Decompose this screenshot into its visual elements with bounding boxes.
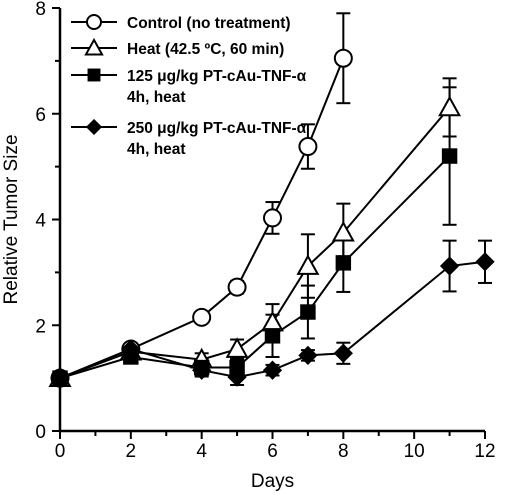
y-tick-label: 8 xyxy=(35,0,46,20)
legend-marker xyxy=(87,68,101,82)
y-tick-label: 4 xyxy=(35,211,46,232)
data-point-1 xyxy=(333,48,353,68)
data-point-3 xyxy=(300,304,316,320)
legend-label: 250 μg/kg PT-cAu-TNF-α xyxy=(127,120,307,137)
legend-marker xyxy=(84,37,104,56)
data-point-2 xyxy=(438,95,462,117)
series-line-3 xyxy=(59,155,451,380)
data-point-4 xyxy=(475,252,495,272)
legend-label: 4h, heat xyxy=(127,141,186,158)
x-tick-label: 6 xyxy=(267,441,278,462)
series-line-1 xyxy=(59,57,345,380)
data-point-4 xyxy=(227,367,247,387)
data-point-2 xyxy=(296,254,320,275)
data-point-3 xyxy=(264,328,281,344)
y-tick-label: 0 xyxy=(35,422,46,443)
y-tick-label: 6 xyxy=(35,105,46,126)
data-point-3 xyxy=(441,148,458,164)
data-point-4 xyxy=(333,343,353,363)
data-point-3 xyxy=(335,255,352,271)
legend-marker xyxy=(85,118,103,136)
data-point-1 xyxy=(227,277,247,297)
legend-label: Heat (42.5 ºC, 60 min) xyxy=(127,41,284,58)
x-axis-label: Days xyxy=(251,471,294,492)
x-tick-label: 10 xyxy=(404,441,425,462)
series-line-2 xyxy=(59,106,451,380)
legend-label: Control (no treatment) xyxy=(127,15,291,32)
x-tick-label: 12 xyxy=(474,441,495,462)
legend-marker xyxy=(86,14,102,30)
plot-area: 0 2 4 6 8 10 12 0 2 4 6 8 xyxy=(35,0,495,462)
data-point-2 xyxy=(225,337,249,358)
x-tick-label: 8 xyxy=(338,441,349,462)
data-point-4 xyxy=(298,345,318,366)
legend-label: 4h, heat xyxy=(127,89,186,106)
x-tick-label: 4 xyxy=(196,441,207,462)
data-point-4 xyxy=(439,256,460,276)
data-point-4 xyxy=(262,360,283,380)
data-point-1 xyxy=(263,208,282,228)
legend: Control (no treatment) Heat (42.5 ºC, 60 … xyxy=(71,14,307,158)
data-point-1 xyxy=(192,307,212,327)
y-tick-label: 2 xyxy=(35,316,46,337)
legend-label: 125 μg/kg PT-cAu-TNF-α xyxy=(127,68,307,85)
data-point-4 xyxy=(50,368,70,388)
data-point-1 xyxy=(298,137,318,157)
data-point-2 xyxy=(331,220,355,242)
x-tick-label: 2 xyxy=(126,441,137,462)
data-point-4 xyxy=(121,339,141,359)
data-point-4 xyxy=(192,360,212,380)
y-axis-label: Relative Tumor Size xyxy=(1,134,22,304)
x-tick-label: 0 xyxy=(55,441,66,462)
